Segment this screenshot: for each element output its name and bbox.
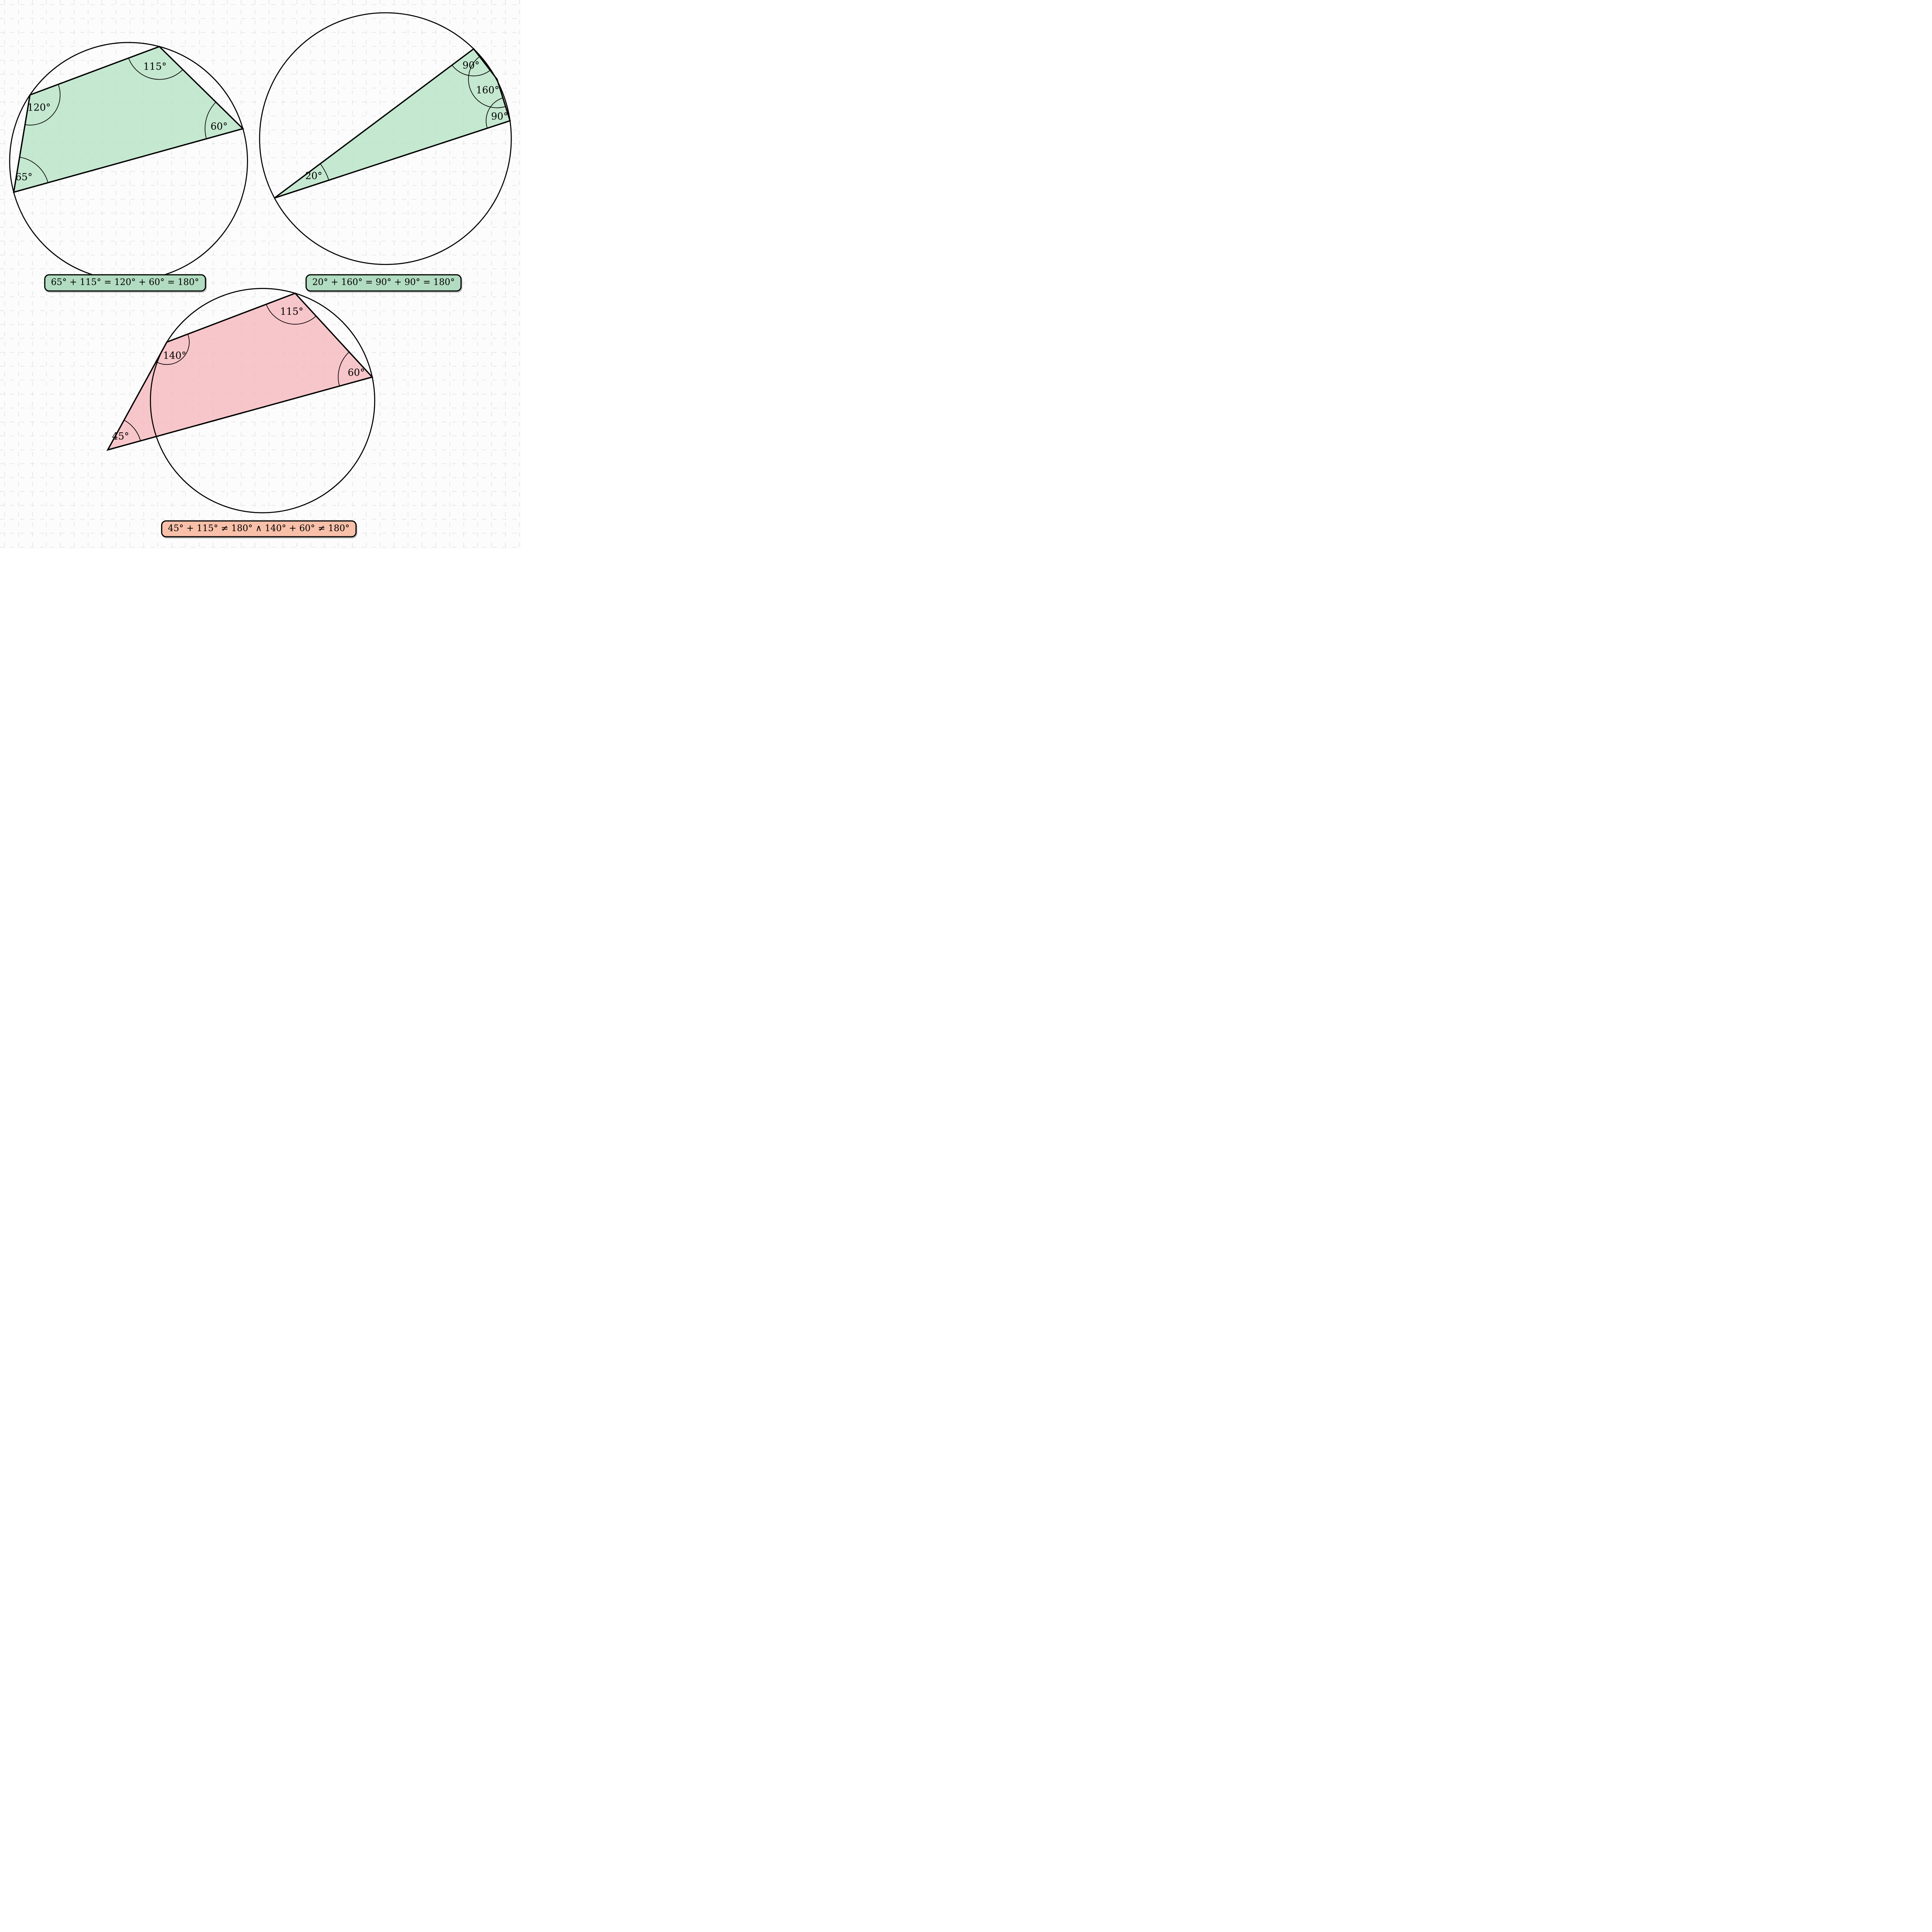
angle-label: 60° [211, 121, 228, 132]
quadrilateral-outline [106, 293, 374, 451]
angle-label: 115° [280, 306, 303, 317]
angle-label: 20° [305, 170, 322, 182]
circle-outline [259, 12, 512, 265]
quadrilateral-outline [13, 46, 244, 193]
angle-arc [124, 420, 141, 441]
quadrilateral-fill [14, 46, 243, 192]
angle-label: 60° [348, 367, 365, 378]
angle-label: 90° [491, 111, 508, 122]
diagram-canvas: 65° 120° 115° 60° 20° 90° 160° 90° 45° 140° 115° 60… [0, 0, 521, 549]
angle-arc [128, 58, 183, 80]
angle-arc [25, 84, 61, 126]
angle-arc [19, 156, 49, 183]
angle-arc [156, 334, 190, 365]
quadrilateral-fill [107, 293, 372, 450]
angle-arc [320, 163, 329, 180]
angle-arc [452, 65, 491, 77]
non-cyclic-quadrilateral-invalid: 45° 140° 115° 60° [106, 288, 376, 514]
quadrilateral-fill [274, 49, 510, 198]
cyclic-quadrilateral-valid-2: 20° 90° 160° 90° [259, 12, 512, 265]
angle-label: 140° [163, 350, 186, 361]
caption-invalid: 45° + 115° ≠ 180° ∧ 140° + 60° ≠ 180° [161, 520, 357, 537]
angle-arc [204, 102, 216, 139]
angle-label: 45° [112, 431, 129, 442]
angle-label: 115° [143, 61, 167, 72]
angle-label: 90° [463, 60, 480, 71]
angle-arc [338, 352, 350, 386]
angle-arc [486, 97, 503, 129]
caption-valid-2: 20° + 160° = 90° + 90° = 180° [305, 274, 462, 292]
angle-label: 120° [27, 102, 51, 113]
angle-label: 65° [15, 172, 32, 183]
geometry-diagram-page: 65° 120° 115° 60° 20° 90° 160° 90° 45° 140° 115° 60… [0, 0, 521, 549]
angle-arc [468, 56, 506, 108]
circle-outline [150, 288, 376, 514]
caption-valid-1: 65° + 115° = 120° + 60° = 180° [44, 274, 206, 292]
angle-arc [266, 304, 316, 325]
shapes: 65° 120° 115° 60° 20° 90° 160° 90° 45° 140° 115° 60… [9, 12, 512, 514]
quadrilateral-outline [274, 48, 511, 199]
cyclic-quadrilateral-valid-1: 65° 120° 115° 60° [9, 42, 248, 281]
angle-label: 160° [476, 85, 499, 96]
